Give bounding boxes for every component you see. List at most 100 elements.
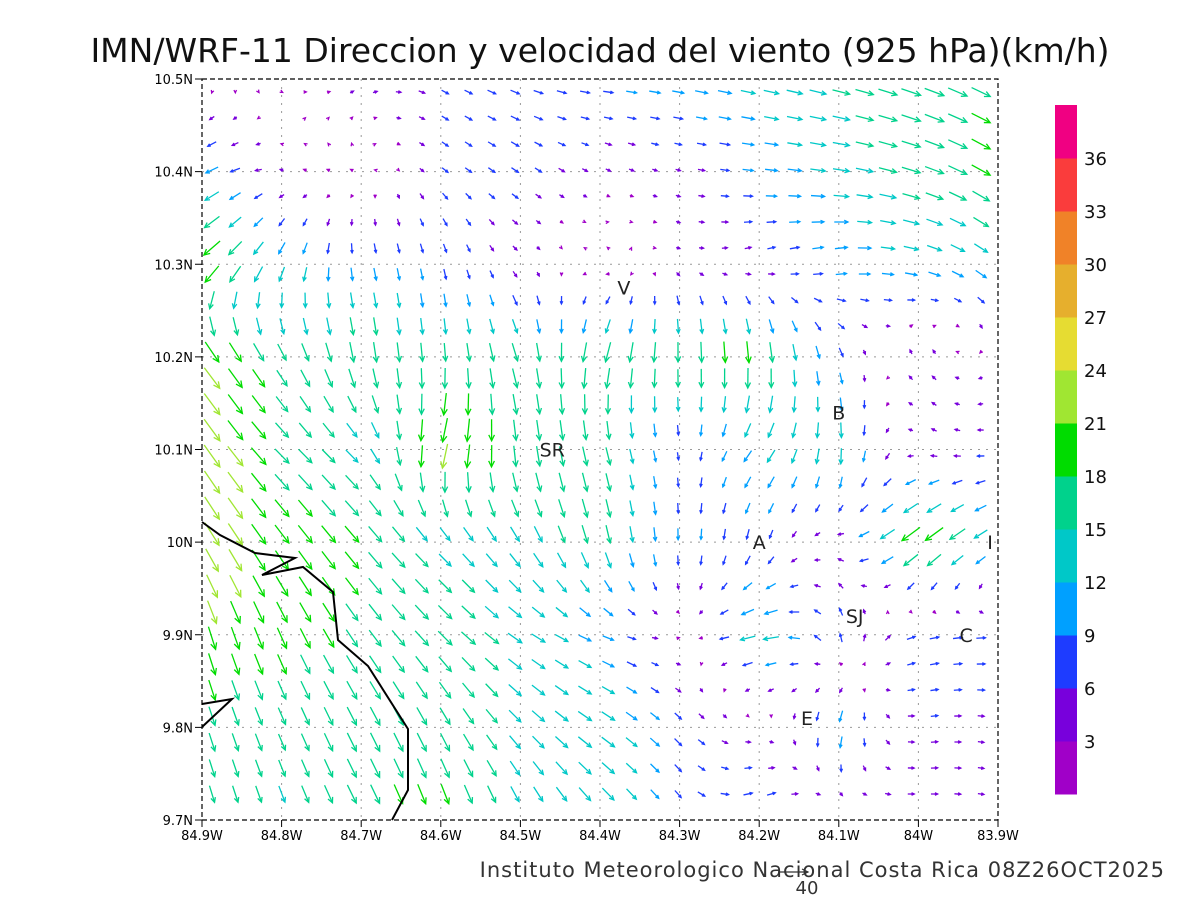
wind-vector-head [721,483,726,489]
wind-vector-head [699,585,703,591]
wind-vector [463,784,474,805]
wind-vector-shaft [461,579,475,593]
wind-vector-head [464,408,472,417]
wind-vector [602,660,616,668]
wind-vector [901,166,922,175]
wind-vector-shaft [533,786,544,802]
wind-vector-shaft [625,762,637,774]
wind-vector [302,242,308,255]
wind-vector-shaft [327,267,330,281]
wind-vector [558,342,565,363]
wind-vector-head [490,510,496,518]
wind-vector-head [654,636,659,640]
wind-vector-head [723,714,728,719]
wind-vector-head [467,248,471,253]
wind-vector-head [445,117,450,121]
wind-vector [368,500,382,517]
wind-vector-head [513,328,519,335]
wind-vector-head [885,609,890,615]
wind-vector-head [327,666,335,675]
wind-vector-shaft [298,550,313,570]
wind-vector [790,296,799,304]
wind-vector-head [839,406,844,412]
wind-vector [652,423,658,438]
wind-vector-head [236,511,244,520]
wind-vector-head [351,406,357,414]
wind-vector-head [904,481,910,486]
wind-vector [906,635,917,641]
wind-vector-head [629,433,635,440]
wind-vector [252,241,264,256]
wind-vector [809,115,828,122]
wind-vector-head [820,116,828,122]
wind-vector-head [627,355,634,364]
wind-vector-head [767,688,772,692]
wind-vector-head [233,693,241,702]
wind-vector-head [960,195,968,201]
wind-vector-head [908,609,913,614]
wind-vector-head [228,222,235,228]
wind-vector-head [797,142,804,148]
wind-vector-shaft [485,683,499,697]
wind-vector-shaft [532,735,545,749]
wind-vector [487,89,498,95]
wind-vector [368,629,382,648]
wind-vector [722,295,728,306]
wind-vector-shaft [274,473,290,491]
wind-vector [605,296,611,305]
wind-vector-head [858,533,863,538]
wind-vector-shaft [578,787,591,801]
wind-vector [885,713,891,719]
wind-vector-shaft [461,605,476,619]
wind-vector-shaft [927,503,942,513]
wind-vector-shaft [325,342,332,362]
wind-vector-head [464,460,472,469]
wind-vector-shaft [721,450,728,462]
wind-vector-shaft [903,553,919,567]
wind-vector [885,739,891,746]
wind-vector [698,220,706,224]
wind-vector [556,579,568,594]
wind-vector-shaft [512,472,518,492]
wind-vector [902,192,921,200]
wind-vector-shaft [393,784,404,804]
wind-vector [926,553,942,567]
wind-vector [299,628,311,649]
wind-vector-shaft [975,504,987,512]
wind-vector [439,732,451,753]
wind-vector-head [282,509,290,518]
wind-vector [695,90,709,95]
wind-vector [652,396,658,414]
wind-vector-shaft [741,608,755,616]
wind-vector [276,627,288,650]
wind-vector-shaft [531,684,545,696]
wind-vector-head [950,507,956,513]
wind-vector [676,452,681,462]
wind-vector [208,732,217,753]
wind-vector-shaft [321,449,336,463]
wind-vector-shaft [745,555,751,565]
wind-vector-shaft [536,419,541,441]
wind-vector-head [257,667,264,676]
wind-vector-head [228,195,234,201]
wind-vector-head [490,796,497,804]
wind-vector-shaft [393,732,404,752]
wind-vector [368,551,383,569]
wind-vector-head [608,794,615,802]
wind-vector-head [492,691,499,698]
wind-vector-head [233,641,241,651]
wind-vector-shaft [949,528,966,540]
wind-vector [391,578,406,595]
wind-vector-head [816,792,822,796]
wind-vector-shaft [650,116,660,120]
wind-vector [415,681,428,700]
wind-vector-shaft [441,418,449,442]
wind-vector-shaft [650,712,660,720]
wind-vector-shaft [558,499,565,517]
wind-vector [417,499,426,518]
wind-vector-head [397,90,403,94]
wind-vector-head [885,375,891,380]
wind-vector [790,557,798,563]
wind-vector-head [374,432,380,439]
wind-vector [812,245,825,250]
